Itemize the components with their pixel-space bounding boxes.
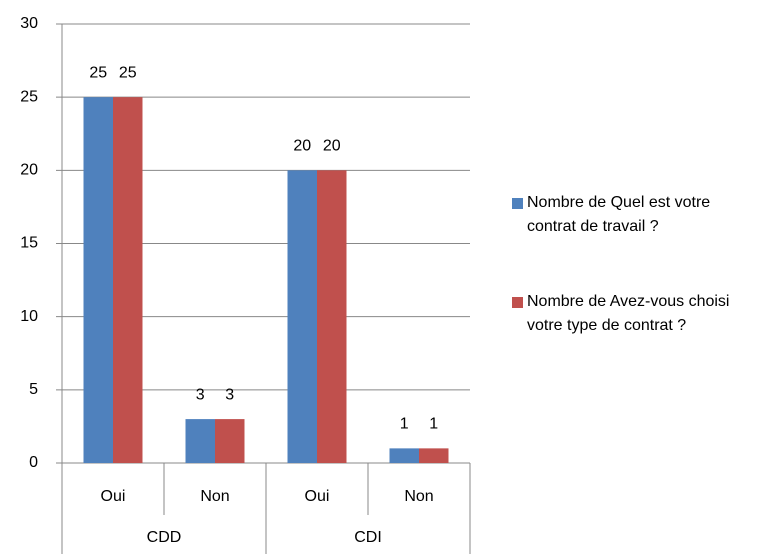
bar [113, 97, 143, 464]
legend-entry: Nombre de Quel est votre contrat de trav… [512, 191, 752, 239]
legend-swatch [512, 198, 523, 209]
y-tick-label: 0 [29, 454, 38, 471]
data-label: 20 [293, 138, 311, 155]
y-tick-label: 20 [20, 162, 38, 179]
data-label: 3 [225, 386, 234, 403]
legend-entry: Nombre de Avez-vous choisi votre type de… [512, 290, 752, 338]
legend-label: Nombre de Quel est votre contrat de trav… [527, 194, 711, 235]
bar [185, 419, 215, 463]
x-tick-label: Non [404, 488, 433, 505]
x-tick-label: Oui [101, 488, 126, 505]
data-label: 1 [400, 416, 409, 433]
legend-label: Nombre de Avez-vous choisi votre type de… [527, 293, 730, 334]
bar [317, 170, 347, 464]
legend-swatch [512, 297, 523, 308]
y-tick-label: 15 [20, 235, 38, 252]
y-tick-label: 30 [20, 15, 38, 32]
bar [83, 97, 113, 464]
bar [419, 448, 449, 463]
y-tick-label: 25 [20, 88, 38, 105]
y-tick-label: 10 [20, 308, 38, 325]
y-tick-label: 5 [29, 381, 38, 398]
bar [215, 419, 245, 463]
bar [287, 170, 317, 464]
x-tick-label: Oui [305, 488, 330, 505]
bar [389, 448, 419, 463]
group-label: CDD [147, 529, 182, 546]
data-label: 3 [196, 386, 205, 403]
data-label: 25 [89, 64, 107, 81]
data-label: 1 [429, 416, 438, 433]
x-tick-label: Non [200, 488, 229, 505]
group-label: CDI [354, 529, 382, 546]
data-label: 20 [323, 138, 341, 155]
data-label: 25 [119, 64, 137, 81]
